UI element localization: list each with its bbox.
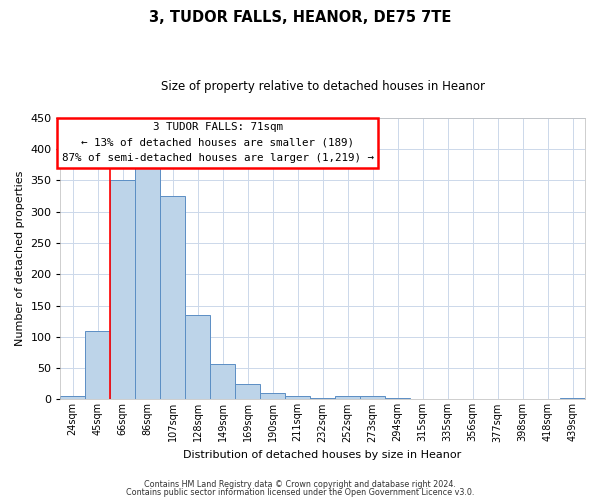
Bar (210, 364, 235, 400)
Bar (135, 164, 160, 400)
Bar (410, 399, 435, 400)
X-axis label: Distribution of detached houses by size in Heanor: Distribution of detached houses by size … (184, 450, 461, 460)
Text: Contains HM Land Registry data © Crown copyright and database right 2024.: Contains HM Land Registry data © Crown c… (144, 480, 456, 489)
Bar (335, 396, 360, 400)
Text: 3 TUDOR FALLS: 71sqm
← 13% of detached houses are smaller (189)
87% of semi-deta: 3 TUDOR FALLS: 71sqm ← 13% of detached h… (62, 122, 374, 163)
Bar (435, 399, 460, 400)
Text: Contains public sector information licensed under the Open Government Licence v3: Contains public sector information licen… (126, 488, 474, 497)
Bar (235, 384, 260, 400)
Bar (385, 398, 410, 400)
Bar (160, 196, 185, 400)
Bar (110, 180, 135, 400)
Y-axis label: Number of detached properties: Number of detached properties (15, 171, 25, 346)
Bar (460, 399, 485, 400)
Bar (185, 315, 210, 400)
Text: 3, TUDOR FALLS, HEANOR, DE75 7TE: 3, TUDOR FALLS, HEANOR, DE75 7TE (149, 10, 451, 25)
Bar (260, 392, 285, 400)
Bar (60, 396, 85, 400)
Bar (310, 398, 335, 400)
Bar (360, 396, 385, 400)
Bar (285, 396, 310, 400)
Bar (560, 398, 585, 400)
Title: Size of property relative to detached houses in Heanor: Size of property relative to detached ho… (161, 80, 485, 93)
Bar (85, 330, 110, 400)
